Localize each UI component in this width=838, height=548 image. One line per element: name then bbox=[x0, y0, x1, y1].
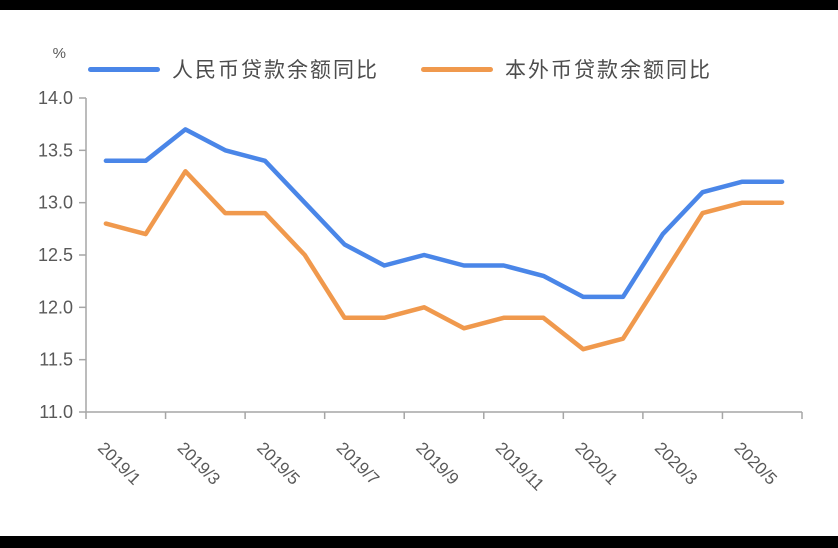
y-axis-tick-label: 11.0 bbox=[39, 402, 73, 422]
top-border-bar bbox=[0, 0, 838, 10]
legend-item-rmb-loans: 人民币贷款余额同比 bbox=[88, 54, 379, 84]
y-axis-tick-label: 14.0 bbox=[38, 88, 73, 108]
x-axis-tick-label: 2019/9 bbox=[412, 438, 462, 488]
chart-legend: 人民币贷款余额同比 本外币贷款余额同比 bbox=[88, 54, 712, 84]
x-axis-tick-label: 2020/5 bbox=[731, 438, 781, 488]
series-line-0 bbox=[103, 127, 785, 300]
legend-swatch-rmb-loans-icon bbox=[88, 66, 160, 72]
legend-label-fx-loans: 本外币贷款余额同比 bbox=[505, 58, 712, 82]
x-axis-tick-label: 2019/3 bbox=[174, 438, 224, 488]
x-axis-tick-label: 2019/11 bbox=[492, 438, 548, 494]
legend-label-rmb-loans: 人民币贷款余额同比 bbox=[172, 58, 379, 82]
x-axis-tick-label: 2019/7 bbox=[333, 438, 383, 488]
bottom-border-bar bbox=[0, 536, 838, 548]
legend-swatch-fx-loans-icon bbox=[421, 66, 493, 72]
x-axis-tick-label: 2020/3 bbox=[651, 438, 701, 488]
x-axis-tick-label: 2020/1 bbox=[571, 438, 621, 488]
y-axis-tick-label: 13.5 bbox=[38, 140, 73, 160]
y-axis-unit-label: % bbox=[52, 45, 66, 62]
legend-item-fx-loans: 本外币贷款余额同比 bbox=[421, 54, 712, 84]
y-axis-tick-label: 13.0 bbox=[38, 193, 73, 213]
y-axis-tick-label: 12.0 bbox=[38, 297, 73, 317]
series-line-1 bbox=[103, 169, 785, 352]
x-axis-tick-label: 2019/5 bbox=[253, 438, 303, 488]
axis-lines bbox=[85, 98, 802, 413]
y-axis-tick-label: 11.5 bbox=[39, 350, 73, 370]
y-axis-tick-label: 12.5 bbox=[38, 245, 73, 265]
x-axis-tick-label: 2019/1 bbox=[94, 438, 144, 488]
